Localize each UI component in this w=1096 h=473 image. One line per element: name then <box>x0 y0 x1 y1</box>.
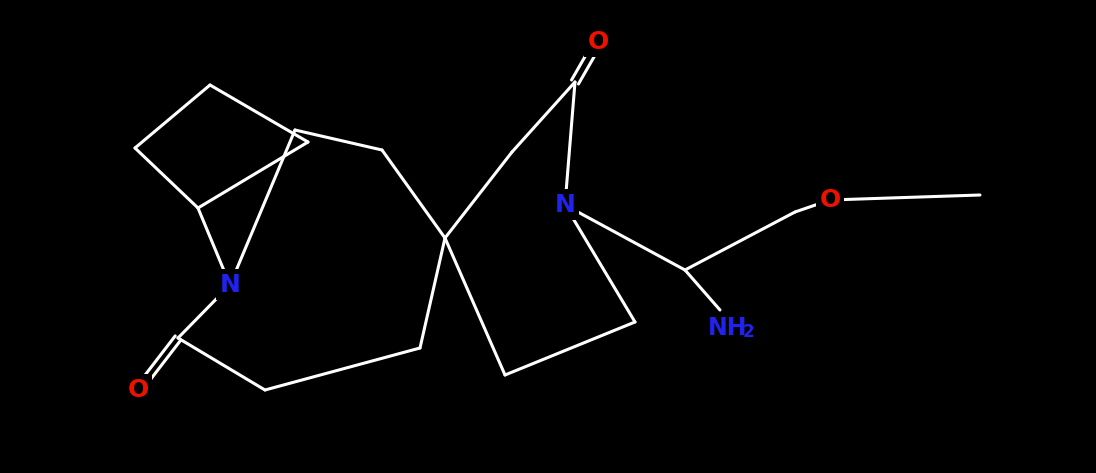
Text: N: N <box>555 193 575 217</box>
Text: N: N <box>219 273 240 297</box>
Text: O: O <box>587 30 608 54</box>
Text: NH: NH <box>708 316 747 340</box>
Text: O: O <box>820 188 841 212</box>
Text: 2: 2 <box>742 323 754 341</box>
Text: O: O <box>127 378 149 402</box>
